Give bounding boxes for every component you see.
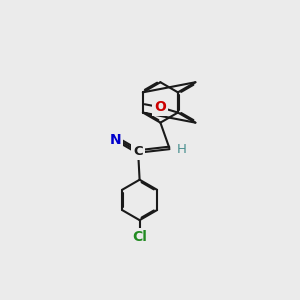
Text: N: N [110, 133, 121, 147]
Text: O: O [154, 100, 166, 114]
Text: C: C [133, 145, 143, 158]
Text: H: H [176, 143, 186, 156]
Text: Cl: Cl [132, 230, 147, 244]
